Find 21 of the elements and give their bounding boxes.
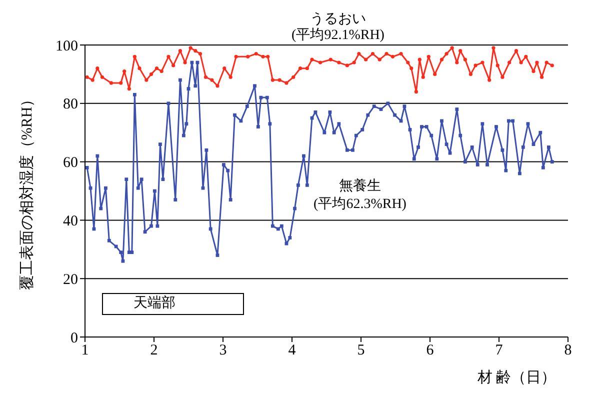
x-axis-title: 材 齢（日）: [476, 369, 556, 386]
x-tick-label: 7: [495, 342, 504, 359]
x-tick-label: 2: [150, 342, 158, 359]
y-tick-label: 0: [70, 330, 78, 346]
y-tick-label: 20: [63, 272, 78, 288]
x-tick-label: 6: [426, 342, 434, 359]
y-tick-label: 80: [63, 96, 78, 113]
series-label: うるおい: [310, 11, 366, 28]
y-tick-label: 100: [56, 38, 78, 54]
annotation: (平均62.3%RH): [312, 195, 408, 213]
x-tick-label: 8: [564, 342, 572, 359]
y-tick-label: 40: [63, 214, 78, 230]
y-axis-title: 覆工表面の相対湿度（%RH）: [18, 92, 36, 290]
label-box: 天端部: [102, 293, 244, 316]
x-tick-label: 5: [357, 342, 365, 359]
text: (平均92.1%RH): [290, 26, 386, 44]
x-tick-label: 3: [219, 342, 227, 359]
series-label: 無養生: [339, 177, 381, 195]
y-tick-label: 60: [63, 155, 78, 172]
x-tick-label: 4: [288, 342, 296, 359]
x-tick-label: 1: [81, 342, 89, 359]
